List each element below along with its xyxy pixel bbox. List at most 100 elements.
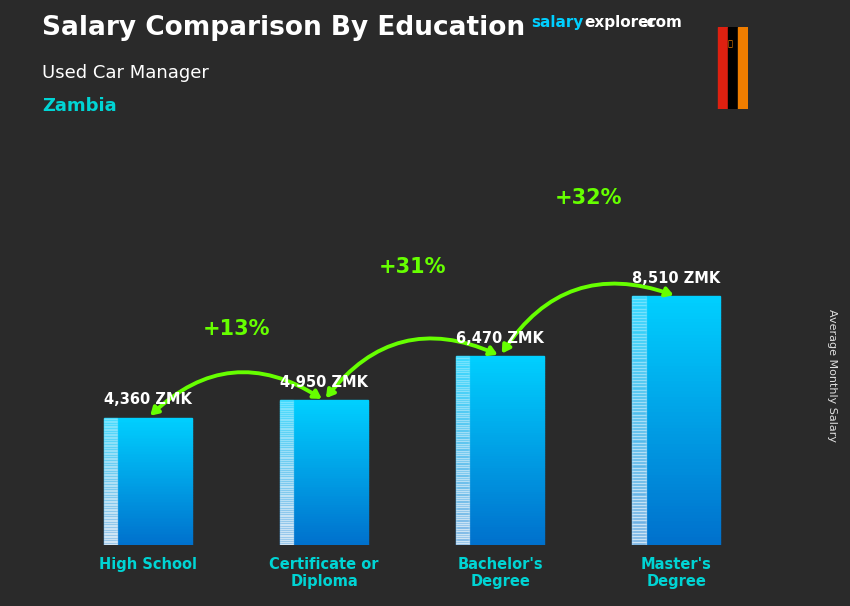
- Bar: [456, 363, 469, 365]
- Bar: [632, 483, 645, 486]
- Bar: [456, 422, 544, 425]
- Bar: [280, 408, 368, 410]
- Bar: [632, 333, 720, 337]
- Bar: [456, 427, 469, 429]
- Bar: [104, 491, 192, 493]
- Bar: [104, 521, 192, 523]
- Bar: [456, 503, 544, 505]
- Bar: [632, 359, 645, 362]
- Bar: [632, 524, 720, 527]
- Bar: [456, 512, 469, 514]
- Bar: [456, 462, 544, 465]
- Bar: [632, 402, 720, 405]
- Bar: [456, 405, 544, 408]
- Bar: [632, 368, 720, 371]
- Bar: [632, 371, 645, 374]
- Bar: [456, 358, 469, 361]
- Bar: [456, 379, 544, 382]
- Bar: [456, 481, 469, 484]
- Text: +13%: +13%: [202, 319, 270, 339]
- Bar: [632, 445, 720, 449]
- Bar: [104, 467, 192, 469]
- Bar: [632, 521, 645, 524]
- Bar: [280, 430, 293, 431]
- Bar: [104, 445, 192, 447]
- Bar: [280, 536, 293, 538]
- Bar: [632, 458, 645, 461]
- Bar: [632, 505, 720, 508]
- Bar: [632, 371, 720, 374]
- Bar: [104, 453, 117, 454]
- Bar: [104, 518, 117, 520]
- Bar: [632, 362, 720, 365]
- Bar: [280, 478, 368, 480]
- Bar: [104, 490, 192, 491]
- Bar: [104, 429, 192, 430]
- Bar: [104, 487, 192, 488]
- Bar: [104, 490, 117, 491]
- Bar: [456, 503, 469, 505]
- Bar: [456, 531, 469, 533]
- Bar: [456, 403, 469, 405]
- Bar: [104, 469, 192, 470]
- Bar: [104, 418, 117, 419]
- Bar: [632, 296, 720, 299]
- Bar: [632, 527, 720, 530]
- Bar: [632, 337, 645, 340]
- Bar: [280, 529, 368, 531]
- Bar: [280, 465, 293, 467]
- Bar: [456, 479, 544, 481]
- Bar: [632, 430, 720, 433]
- Bar: [632, 539, 645, 542]
- Bar: [104, 435, 117, 437]
- Bar: [104, 498, 192, 499]
- Bar: [456, 496, 544, 498]
- Bar: [280, 473, 293, 474]
- Bar: [456, 472, 469, 474]
- Bar: [280, 413, 368, 415]
- Bar: [104, 480, 192, 482]
- Bar: [456, 522, 544, 524]
- Bar: [104, 458, 192, 459]
- Bar: [104, 485, 192, 487]
- Bar: [104, 523, 192, 525]
- Bar: [632, 343, 645, 346]
- Bar: [280, 502, 368, 504]
- Bar: [632, 430, 645, 433]
- Bar: [104, 538, 192, 539]
- Bar: [280, 505, 293, 507]
- Bar: [456, 413, 544, 415]
- Bar: [632, 327, 720, 330]
- Bar: [280, 411, 368, 413]
- Bar: [456, 460, 469, 462]
- Bar: [280, 489, 368, 491]
- Bar: [456, 501, 469, 503]
- Bar: [280, 518, 368, 520]
- Bar: [280, 406, 368, 408]
- Bar: [280, 464, 368, 465]
- Bar: [456, 524, 469, 527]
- Bar: [104, 512, 117, 513]
- Bar: [280, 511, 368, 513]
- Bar: [456, 517, 469, 519]
- Bar: [104, 437, 117, 439]
- Bar: [104, 494, 117, 496]
- Bar: [632, 452, 645, 455]
- Bar: [632, 396, 720, 399]
- Bar: [456, 465, 469, 467]
- Bar: [632, 359, 720, 362]
- Bar: [632, 415, 720, 418]
- Bar: [632, 324, 720, 327]
- Bar: [280, 415, 293, 417]
- Bar: [104, 442, 117, 443]
- Bar: [104, 465, 192, 467]
- Bar: [104, 541, 117, 542]
- Text: 6,470 ZMK: 6,470 ZMK: [456, 331, 544, 345]
- Bar: [632, 452, 720, 455]
- Bar: [632, 477, 645, 480]
- Bar: [632, 411, 645, 415]
- Bar: [104, 520, 117, 521]
- Bar: [632, 496, 645, 499]
- Bar: [280, 493, 293, 494]
- Bar: [632, 508, 720, 511]
